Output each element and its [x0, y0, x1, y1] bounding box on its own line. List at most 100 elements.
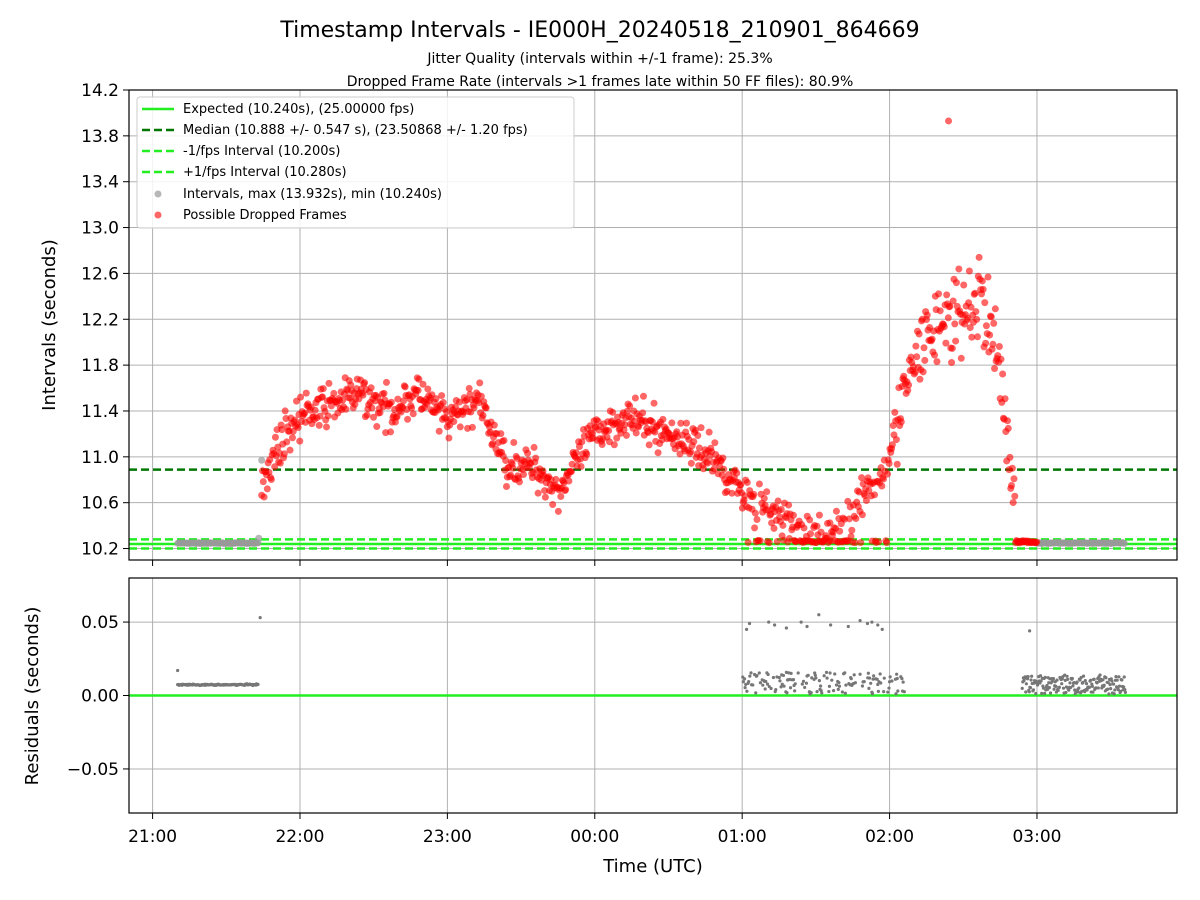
dropped-frame-point [741, 492, 749, 500]
residual-point [761, 683, 765, 687]
dropped-frame-point [966, 324, 974, 332]
dropped-frame-point [832, 507, 840, 515]
dropped-frame-point [967, 303, 975, 311]
dropped-frame-point [719, 454, 727, 462]
legend-label-dropped: Possible Dropped Frames [183, 208, 347, 223]
dropped-frame-point [339, 396, 347, 404]
dropped-frame-point [697, 424, 705, 432]
dropped-frame-point [871, 491, 879, 499]
legend-label-intervals: Intervals, max (13.932s), min (10.240s) [183, 187, 442, 202]
residual-point [747, 680, 751, 684]
dropped-frame-point [393, 413, 401, 421]
dropped-frame-point [477, 392, 485, 400]
residual-point [1040, 691, 1044, 695]
residual-point [754, 691, 758, 695]
residual-point [763, 687, 767, 691]
dropped-frame-point [626, 402, 634, 410]
dropped-frame-point [800, 524, 808, 532]
top-y-tick-label: 13.8 [81, 127, 119, 147]
dropped-frame-point [541, 493, 549, 501]
dropped-frame-point [373, 422, 381, 430]
dropped-frame-point [1004, 424, 1012, 432]
residual-point [1102, 683, 1106, 687]
dropped-frame-point [687, 448, 695, 456]
dropped-frame-point [409, 410, 417, 418]
dropped-frame-point [367, 384, 375, 392]
dropped-frame-point [651, 428, 659, 436]
residual-point [866, 671, 870, 675]
dropped-frame-point [424, 385, 432, 393]
residual-point [1066, 677, 1070, 681]
residual-point [827, 689, 831, 694]
dropped-frame-point [995, 342, 1003, 350]
dropped-frame-point [844, 497, 852, 505]
dropped-frame-point [1008, 482, 1016, 490]
dropped-frame-point [979, 285, 987, 293]
dropped-frame-point [404, 415, 412, 423]
dropped-frame-point [260, 493, 268, 501]
residual-point [1115, 678, 1119, 682]
residual-point [1098, 673, 1102, 677]
dropped-frame-point [750, 490, 758, 498]
dropped-frame-point [509, 464, 517, 472]
dropped-frame-point [806, 530, 814, 538]
dropped-frame-point [920, 344, 928, 352]
legend: Expected (10.240s), (25.00000 fps) Media… [136, 96, 575, 229]
residual-point [833, 672, 837, 676]
dropped-frame-point [907, 353, 915, 361]
residual-point [836, 687, 840, 692]
dropped-frame-point [323, 423, 331, 431]
dropped-frame-point [826, 519, 834, 527]
residual-point [778, 679, 782, 683]
dropped-frame-point [621, 421, 629, 429]
dropped-frame-point [456, 423, 464, 431]
top-reference-lines [129, 468, 1177, 550]
residual-point [810, 676, 814, 680]
chart-subtitle-dropped: Dropped Frame Rate (intervals >1 frames … [347, 74, 854, 90]
residual-point [741, 680, 745, 684]
residual-point [860, 684, 865, 688]
dropped-frame-point [363, 411, 371, 419]
residual-point [1034, 691, 1038, 696]
residual-point [872, 674, 876, 678]
dropped-frame-point [957, 354, 965, 362]
residual-point [1123, 690, 1128, 694]
dropped-frame-point [598, 441, 606, 449]
residual-point [822, 674, 826, 678]
residual-point [1055, 678, 1059, 682]
dropped-frame-point [813, 522, 821, 530]
x-tick-label: 22:00 [275, 827, 324, 847]
residual-point [1110, 679, 1114, 683]
residual-point [1043, 675, 1047, 680]
dropped-frame-point [387, 428, 395, 436]
x-tick-label: 02:00 [865, 827, 914, 847]
residual-point [869, 681, 873, 685]
dropped-frame-point [445, 434, 453, 442]
dropped-frame-point [694, 432, 702, 440]
residual-point [876, 623, 880, 627]
residual-point [1090, 684, 1094, 688]
dropped-frame-point [502, 457, 510, 465]
dropped-frame-point [785, 501, 793, 509]
dropped-frame-point [632, 429, 640, 437]
dropped-frame-point [913, 353, 921, 361]
residual-point [829, 623, 833, 627]
residual-point [1064, 690, 1068, 695]
dropped-frame-point [695, 444, 703, 452]
dropped-frame-point [999, 370, 1007, 378]
dropped-frame-point [286, 446, 294, 454]
residual-point [758, 681, 763, 685]
residual-point [867, 676, 872, 680]
dropped-frame-point [989, 340, 997, 348]
dropped-frame-point [884, 470, 892, 478]
dropped-frame-point [981, 299, 989, 307]
residual-point [744, 627, 749, 632]
dropped-frame-point [687, 459, 695, 467]
residual-point [1122, 675, 1126, 679]
residual-point [846, 624, 850, 629]
dropped-frame-point [948, 359, 956, 367]
dropped-frame-point [682, 419, 690, 427]
legend-label-median: Median (10.888 +/- 0.547 s), (23.50868 +… [183, 123, 528, 138]
residual-point [894, 692, 898, 696]
chart-title: Timestamp Intervals - IE000H_20240518_21… [279, 18, 919, 43]
